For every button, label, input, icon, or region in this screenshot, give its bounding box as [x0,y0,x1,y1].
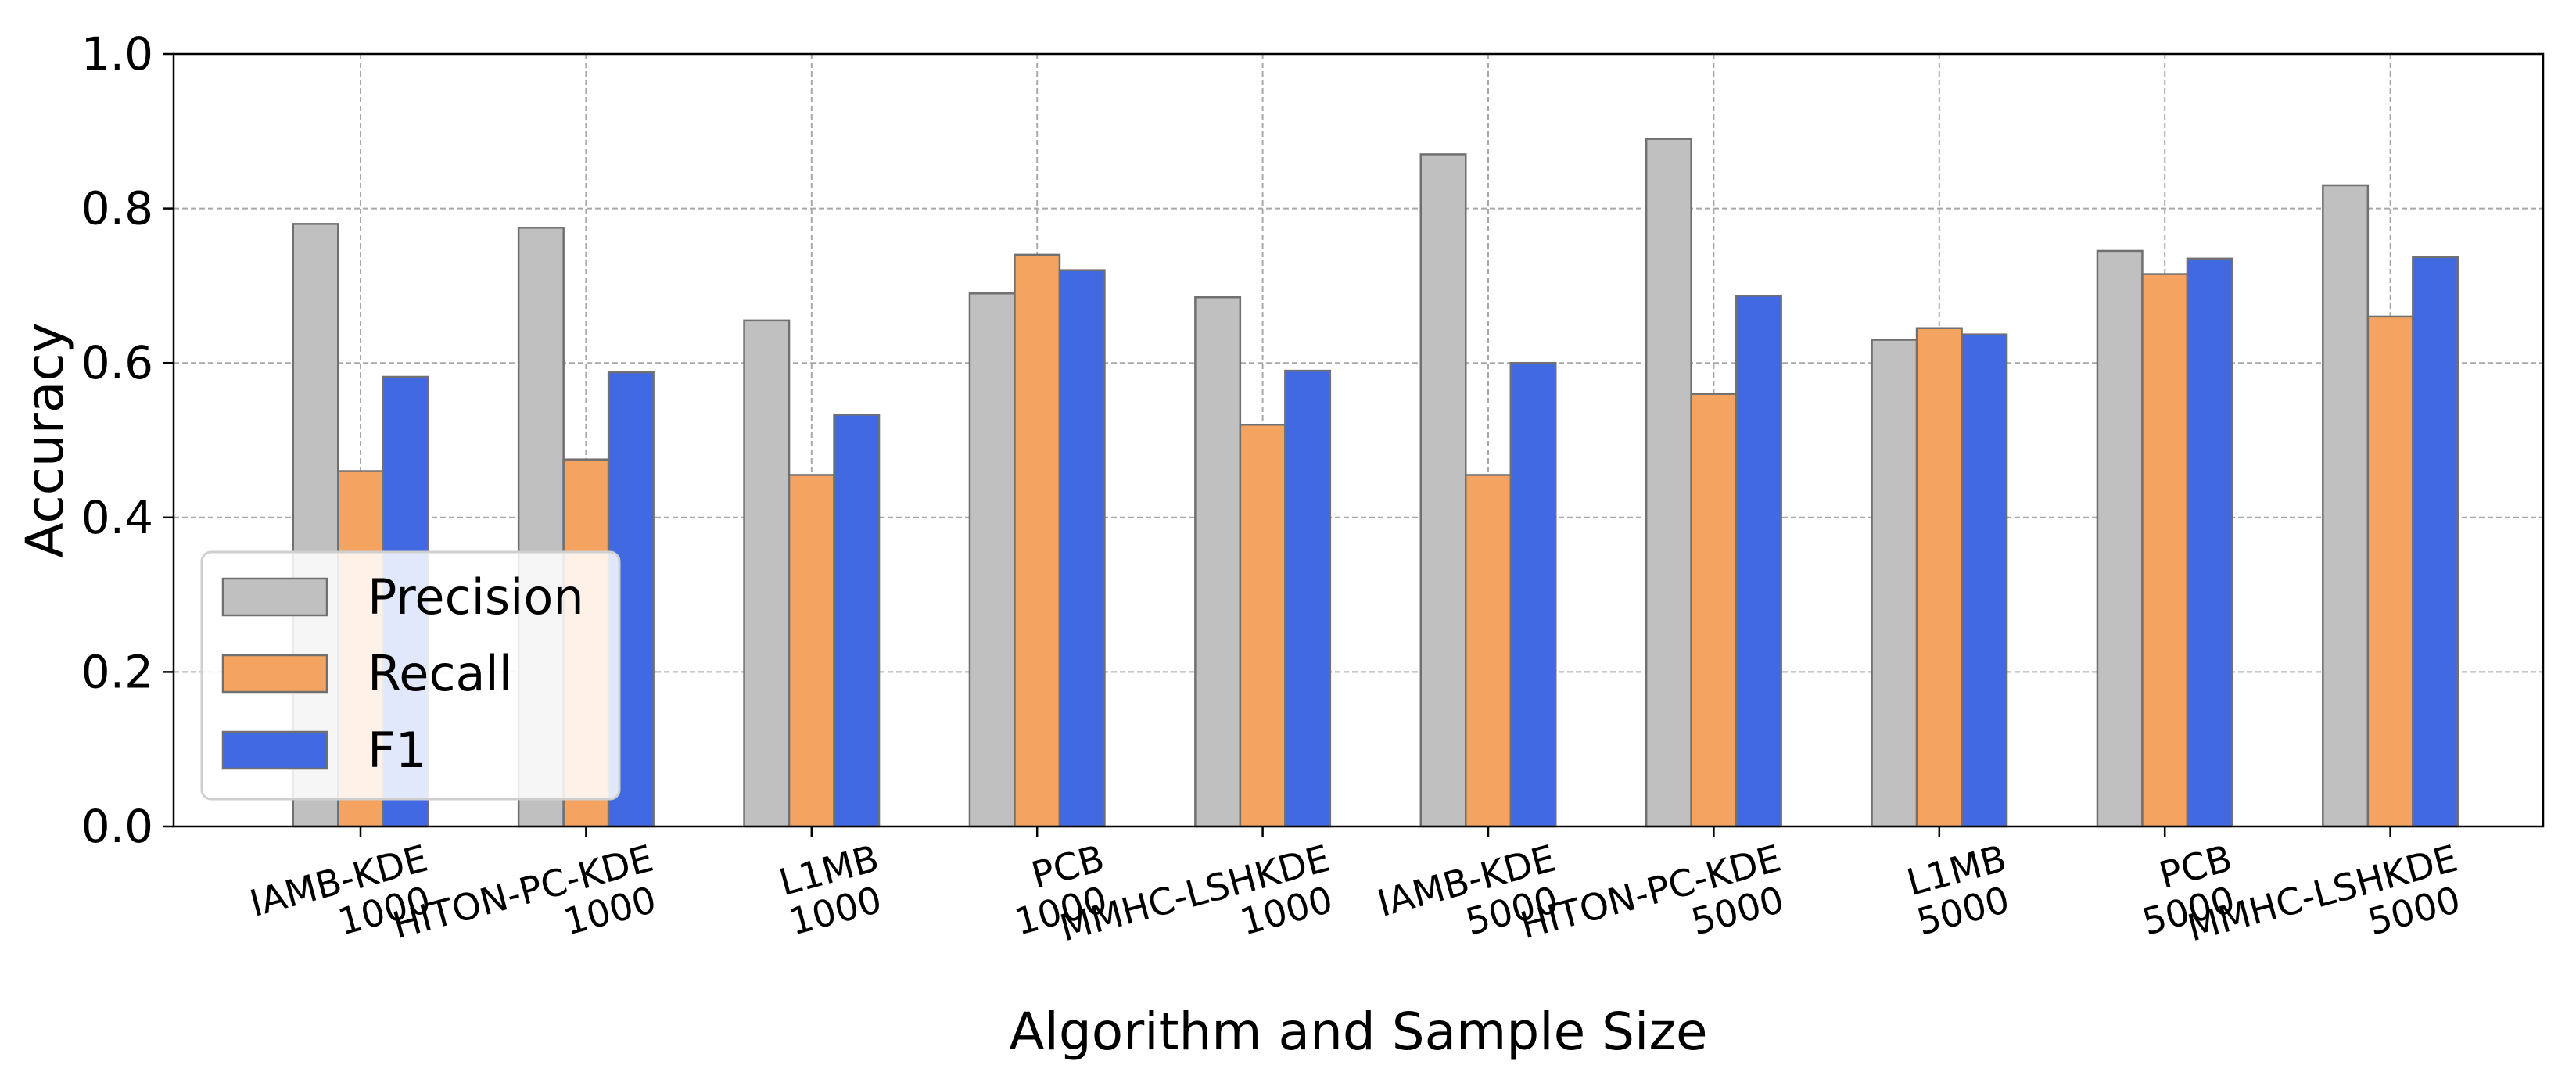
bar-recall-10 [2366,315,2414,828]
bar-f1-5 [1284,369,1332,828]
bar-recall-9 [2141,273,2189,828]
bar-f1-3 [833,414,881,828]
y-tick-label: 0.4 [81,491,153,544]
bar-precision-4 [968,292,1016,828]
legend-swatch-f1 [221,730,328,770]
legend-label-precision: Precision [368,568,584,626]
plot-frame [172,52,2545,828]
x-axis-title: Algorithm and Sample Size [1009,1002,1707,1062]
y-tick-label: 0.2 [81,645,153,698]
bar-recall-6 [1465,474,1512,828]
bar-precision-9 [2096,249,2144,828]
bar-precision-3 [743,319,791,828]
y-axis-title: Accuracy [15,322,75,557]
bar-f1-4 [1058,269,1106,828]
bar-precision-6 [1419,153,1467,828]
bar-f1-10 [2412,256,2459,828]
bar-precision-10 [2322,184,2370,828]
bar-f1-7 [1735,294,1782,828]
bar-precision-5 [1194,296,1242,828]
bar-f1-8 [1961,333,2008,828]
bar-precision-8 [1871,339,1918,828]
y-axis-ticks: 0.0 0.2 0.4 0.6 0.8 1.0 [81,27,174,853]
bar-f1-9 [2186,257,2233,828]
legend-swatch-recall [221,654,328,694]
bar-f1-6 [1509,361,1557,828]
y-tick-label: 0.0 [81,800,153,853]
legend-swatch-precision [221,577,328,617]
y-tick-label: 0.8 [81,182,153,235]
legend-label-recall: Recall [368,645,512,702]
x-axis-ticks: IAMB-KDE1000HITON-PC-KDE1000L1MB1000PCB1… [246,826,2465,950]
y-tick-label: 0.6 [81,336,153,389]
legend-label-f1: F1 [368,722,426,779]
bar-recall-4 [1014,253,1061,828]
bar-recall-8 [1915,327,1963,828]
legend: Precision Recall F1 [200,550,621,801]
bar-precision-7 [1645,138,1692,828]
bar-recall-5 [1239,423,1286,828]
y-tick-label: 1.0 [81,27,153,81]
bar-recall-3 [788,474,835,828]
bar-recall-7 [1690,393,1738,828]
